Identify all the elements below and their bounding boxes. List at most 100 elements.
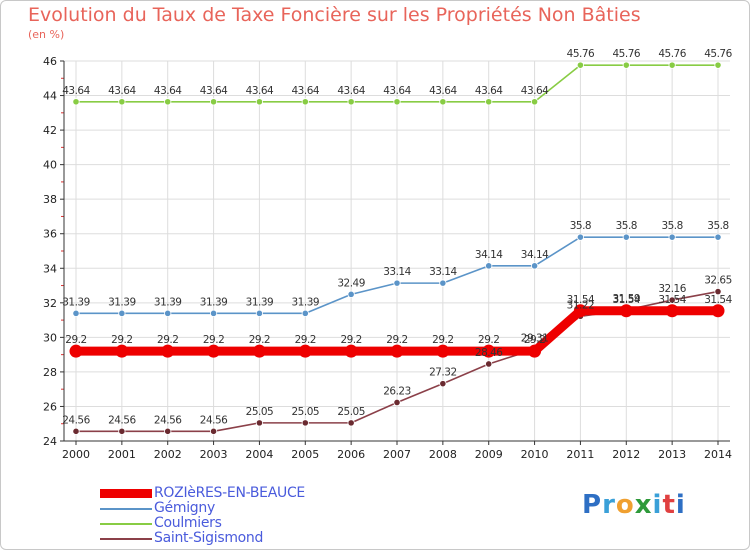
data-point-rozieres [69, 344, 83, 358]
data-label-coulmiers: 43.64 [246, 85, 274, 97]
logo-letter: i [675, 490, 686, 520]
x-tick-label: 2009 [475, 448, 503, 461]
x-tick-label: 2005 [291, 448, 319, 461]
data-point-gemigny [209, 309, 218, 317]
y-tick-label: 26 [43, 400, 57, 413]
data-label-rozieres: 29.2 [432, 334, 453, 346]
data-point-rozieres [619, 304, 633, 318]
x-tick-label: 2003 [200, 448, 228, 461]
data-label-coulmiers: 45.76 [704, 48, 732, 60]
data-label-saint-sigismond: 29.31 [521, 332, 549, 344]
data-label-rozieres: 31.54 [613, 294, 641, 306]
data-label-saint-sigismond: 27.32 [429, 367, 457, 379]
logo-letter: t [662, 490, 676, 520]
legend-label-coulmiers: Coulmiers [154, 515, 222, 531]
data-point-coulmiers [347, 98, 355, 106]
data-label-rozieres: 29.2 [249, 334, 270, 346]
data-label-coulmiers: 43.64 [383, 85, 411, 97]
data-label-saint-sigismond: 24.56 [62, 414, 90, 426]
data-label-gemigny: 33.14 [429, 266, 457, 278]
data-point-rozieres [298, 344, 312, 358]
data-point-coulmiers [668, 61, 676, 69]
data-label-coulmiers: 43.64 [62, 85, 90, 97]
data-label-coulmiers: 45.76 [613, 48, 641, 60]
data-point-saint-sigismond [668, 296, 676, 304]
data-point-gemigny [255, 309, 264, 317]
data-label-saint-sigismond: 25.05 [246, 406, 274, 418]
y-tick-label: 30 [43, 331, 57, 344]
data-label-saint-sigismond: 24.56 [200, 414, 228, 426]
data-point-rozieres [482, 344, 496, 358]
x-tick-label: 2001 [108, 448, 136, 461]
data-label-gemigny: 34.14 [475, 249, 503, 261]
legend-swatch-gemigny [100, 508, 152, 510]
data-point-rozieres [665, 304, 679, 318]
x-tick-label: 2007 [383, 448, 411, 461]
logo-letter: r [602, 490, 616, 520]
data-label-saint-sigismond: 31.59 [613, 293, 641, 305]
data-label-gemigny: 35.8 [661, 220, 682, 232]
data-point-gemigny [118, 309, 126, 317]
y-tick-label: 40 [43, 159, 57, 172]
data-point-coulmiers [439, 98, 447, 106]
legend-label-saint-sigismond: Saint-Sigismond [154, 530, 264, 546]
y-tick-label: 34 [43, 262, 57, 275]
data-label-gemigny: 31.39 [108, 296, 136, 308]
y-tick-label: 28 [43, 366, 57, 379]
data-point-coulmiers [530, 98, 539, 106]
data-label-gemigny: 31.39 [292, 296, 320, 308]
data-label-coulmiers: 43.64 [154, 85, 182, 97]
data-point-coulmiers [301, 98, 309, 106]
data-label-saint-sigismond: 24.56 [154, 414, 182, 426]
data-point-rozieres [161, 344, 175, 358]
legend-swatch-saint-sigismond [100, 538, 152, 540]
data-label-gemigny: 34.14 [521, 249, 549, 261]
y-tick-label: 42 [43, 124, 57, 137]
legend-swatch-rozieres [100, 489, 152, 498]
data-point-saint-sigismond [118, 427, 126, 435]
data-label-gemigny: 33.14 [383, 266, 411, 278]
data-point-gemigny [164, 309, 172, 317]
y-tick-label: 36 [43, 228, 57, 241]
data-label-rozieres: 29.2 [157, 334, 178, 346]
x-tick-label: 2010 [521, 448, 549, 461]
data-point-coulmiers [393, 98, 401, 106]
data-label-saint-sigismond: 24.56 [108, 414, 136, 426]
data-label-saint-sigismond: 32.65 [704, 275, 732, 287]
x-tick-label: 2006 [337, 448, 365, 461]
data-label-rozieres: 31.54 [704, 294, 732, 306]
data-label-saint-sigismond: 32.16 [658, 283, 686, 295]
x-tick-label: 2008 [429, 448, 457, 461]
data-label-coulmiers: 45.76 [567, 48, 595, 60]
data-point-coulmiers [164, 98, 172, 106]
proxiti-logo: Proxiti [582, 490, 686, 520]
data-point-saint-sigismond [347, 419, 355, 427]
data-point-coulmiers [118, 98, 126, 106]
data-label-rozieres: 29.2 [478, 334, 499, 346]
data-point-saint-sigismond [301, 419, 309, 427]
data-point-saint-sigismond [164, 427, 172, 435]
x-tick-label: 2002 [154, 448, 182, 461]
chart-title: Evolution du Taux de Taxe Foncière sur l… [28, 4, 641, 26]
data-point-rozieres [115, 344, 129, 358]
legend-swatch-coulmiers [100, 523, 152, 525]
data-point-coulmiers [209, 98, 218, 106]
data-label-rozieres: 29.2 [65, 334, 86, 346]
data-point-gemigny [576, 233, 585, 241]
data-label-coulmiers: 43.64 [108, 85, 136, 97]
data-label-rozieres: 31.54 [567, 294, 595, 306]
x-tick-label: 2013 [658, 448, 686, 461]
data-point-rozieres [252, 344, 266, 358]
data-point-saint-sigismond [72, 427, 80, 435]
data-point-gemigny [301, 309, 309, 317]
data-point-gemigny [622, 233, 630, 241]
data-label-saint-sigismond: 28.46 [475, 347, 503, 359]
data-point-gemigny [485, 262, 493, 270]
data-label-coulmiers: 43.64 [337, 85, 365, 97]
data-point-rozieres [528, 344, 542, 358]
data-point-saint-sigismond [714, 287, 722, 296]
data-point-gemigny [347, 290, 355, 298]
x-tick-label: 2014 [704, 448, 732, 461]
x-tick-label: 2011 [566, 448, 594, 461]
data-point-rozieres [207, 344, 221, 358]
